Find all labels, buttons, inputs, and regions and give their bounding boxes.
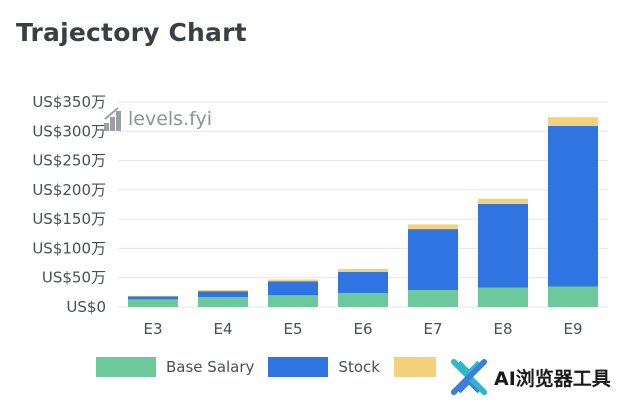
bar-segment (408, 224, 458, 230)
bar-segment (408, 290, 458, 307)
legend-label-base-salary: Base Salary (166, 358, 255, 376)
x-tick-label: E8 (493, 320, 512, 338)
levels-fyi-text: levels.fyi (128, 108, 212, 130)
legend-swatch-base-salary (96, 357, 156, 377)
x-tick-label: E5 (283, 320, 302, 338)
bar-segment (478, 198, 528, 204)
x-tick-label: E9 (563, 320, 582, 338)
bar-segment (338, 271, 388, 293)
x-cross-logo-icon (450, 358, 488, 396)
chart-legend: Base Salary Stock (96, 356, 460, 378)
chart-title: Trajectory Chart (16, 18, 247, 47)
bar-segment (548, 126, 598, 287)
levels-stairs-icon (104, 107, 121, 131)
trajectory-chart: US$0 US$50万 US$100万 US$150万 US$200万 US$250万 US… (32, 93, 608, 338)
legend-swatch-stock (268, 357, 329, 377)
y-tick-label: US$350万 (32, 93, 106, 111)
bar-segment (408, 229, 458, 291)
bar-segment (198, 290, 248, 292)
bar-segment (198, 297, 248, 307)
bar-segment (128, 296, 178, 300)
legend-swatch-other (393, 357, 436, 377)
bar-segment (268, 295, 318, 307)
y-tick-label: US$0 (66, 298, 106, 316)
bar-segment (548, 117, 598, 127)
y-tick-label: US$250万 (32, 152, 106, 170)
levels-fyi-logo: levels.fyi (104, 107, 212, 131)
bar-segment (198, 291, 248, 298)
bar-segment (478, 203, 528, 288)
watermark-text: AI浏览器工具 (494, 367, 611, 390)
legend-item-stock[interactable]: Stock (268, 357, 380, 377)
y-tick-label: US$150万 (32, 210, 106, 228)
bar-segment (338, 292, 388, 307)
y-tick-label: US$50万 (42, 269, 106, 287)
bar-segment (478, 287, 528, 307)
bar-segment (268, 281, 318, 296)
legend-item-base-salary[interactable]: Base Salary (96, 357, 254, 377)
watermark: AI浏览器工具 (450, 358, 611, 396)
bar-segment (268, 279, 318, 282)
x-tick-label: E6 (353, 320, 372, 338)
y-tick-label: US$300万 (32, 122, 106, 140)
legend-item-other[interactable] (393, 357, 446, 377)
bar-segment (128, 295, 178, 297)
x-tick-label: E3 (143, 320, 162, 338)
bar-segment (338, 268, 388, 272)
x-tick-label: E4 (213, 320, 232, 338)
y-tick-label: US$200万 (32, 181, 106, 199)
legend-label-stock: Stock (338, 358, 380, 376)
y-tick-label: US$100万 (32, 239, 106, 257)
x-tick-label: E7 (423, 320, 442, 338)
bar-segment (548, 286, 598, 307)
bar-segment (128, 299, 178, 307)
